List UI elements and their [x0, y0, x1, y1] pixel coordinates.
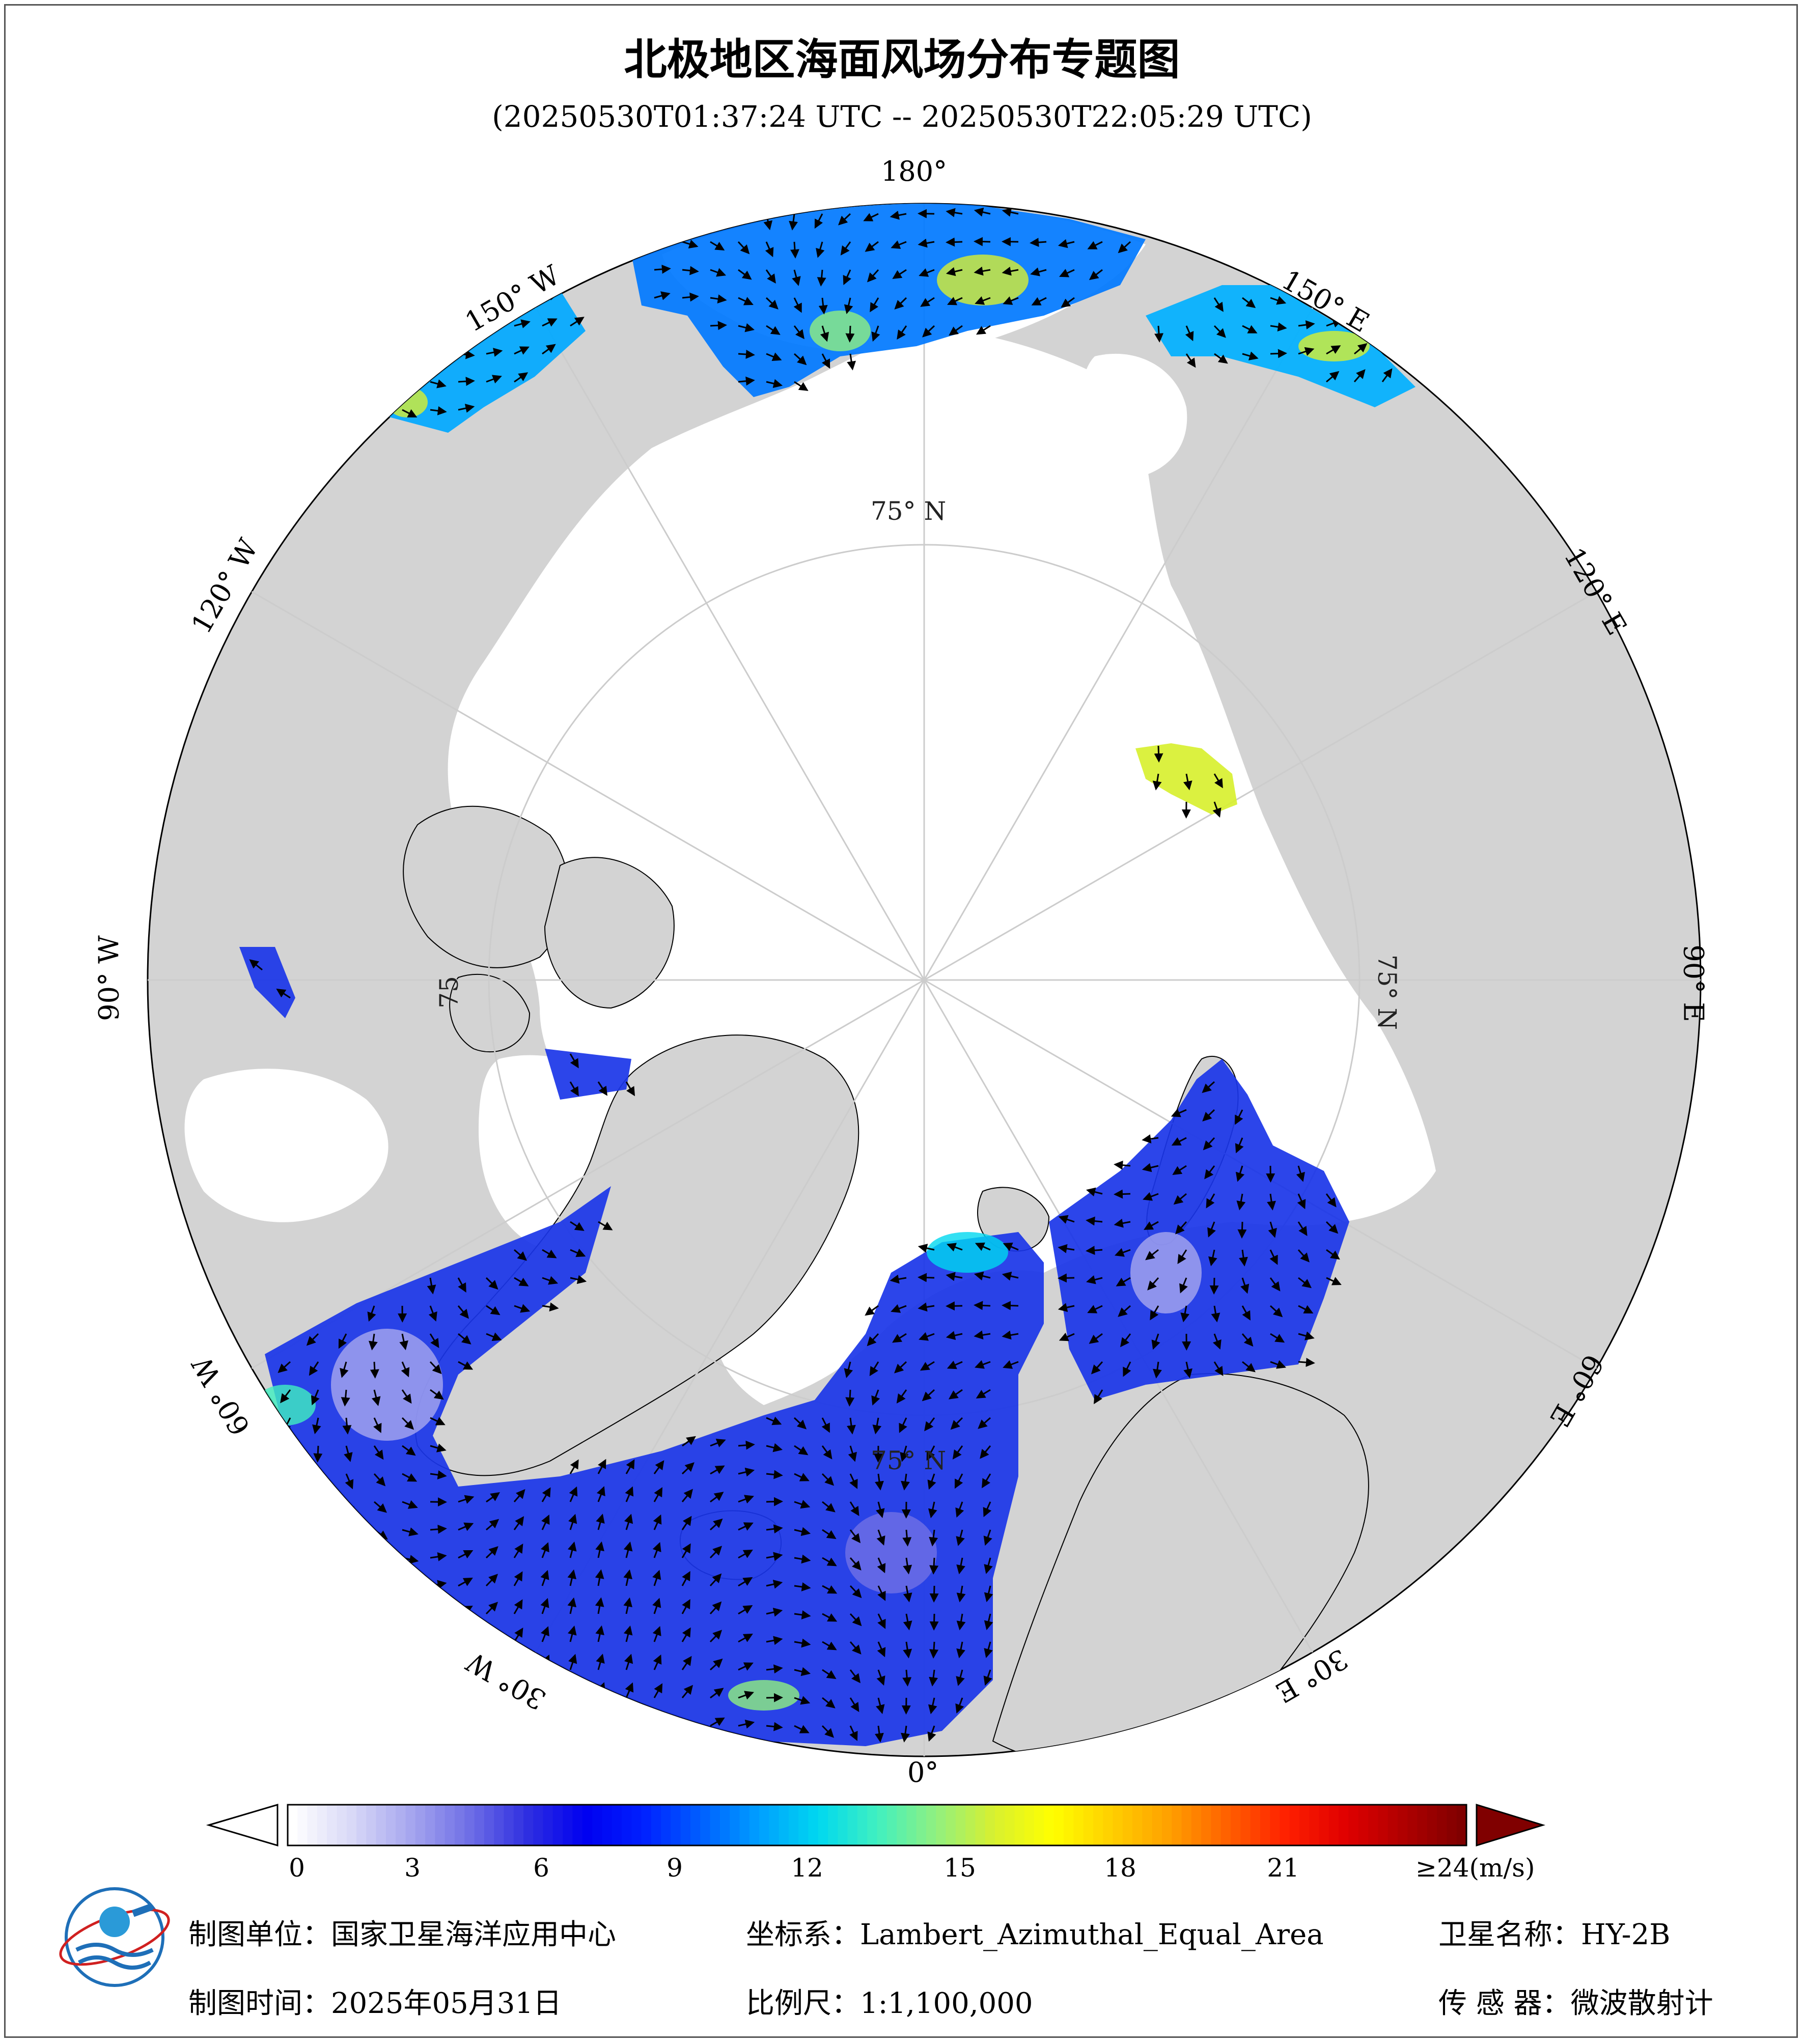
wind-arrows	[249, 207, 1393, 1743]
footer-scale: 比例尺：1:1,100,000	[746, 1987, 1033, 2020]
lon-label-0: 0°	[907, 1756, 939, 1788]
east-siberian-sea	[1079, 353, 1187, 479]
lat-label-top: 75° N	[871, 496, 947, 526]
footer-satellite: 卫星名称：HY-2B	[1438, 1918, 1671, 1951]
canadian-archipelago	[403, 805, 569, 968]
lat-label-bottom: 75° N	[871, 1446, 947, 1475]
cbar-max-unit: ≥24(m/s)	[1416, 1853, 1535, 1883]
cbar-tick-9: 9	[667, 1853, 683, 1883]
map-frame	[4, 4, 1798, 2038]
lon-label-180: 180°	[881, 155, 948, 187]
cbar-tick-6: 6	[533, 1853, 549, 1883]
cbar-tick-15: 15	[943, 1853, 976, 1883]
footer-unit: 制图单位：国家卫星海洋应用中心	[188, 1918, 616, 1951]
colorbar	[206, 1803, 1546, 1847]
cbar-tick-0: 0	[289, 1853, 305, 1883]
colorbar-high-triangle	[1476, 1803, 1546, 1847]
time-range: (20250530T01:37:24 UTC -- 20250530T22:05…	[492, 99, 1312, 134]
footer-sensor: 传 感 器：微波散射计	[1438, 1987, 1713, 2020]
cbar-tick-12: 12	[791, 1853, 823, 1883]
lon-label-90e: 90° E	[1677, 944, 1710, 1022]
cbar-tick-3: 3	[404, 1853, 421, 1883]
lon-label-90w: 90° W	[93, 935, 125, 1021]
footer-time: 制图时间：2025年05月31日	[188, 1987, 562, 2020]
map-title: 北极地区海面风场分布专题图	[624, 35, 1180, 85]
cbar-tick-21: 21	[1267, 1853, 1299, 1883]
nsoas-logo-icon	[59, 1887, 170, 1987]
lat-label-left: 75	[434, 976, 464, 1009]
cbar-tick-18: 18	[1104, 1853, 1136, 1883]
lat-label-right: 75° N	[1372, 954, 1402, 1030]
footer-coord: 坐标系：Lambert_Azimuthal_Equal_Area	[746, 1918, 1324, 1951]
colorbar-low-triangle	[206, 1803, 279, 1847]
hudson-bay	[184, 1069, 388, 1222]
